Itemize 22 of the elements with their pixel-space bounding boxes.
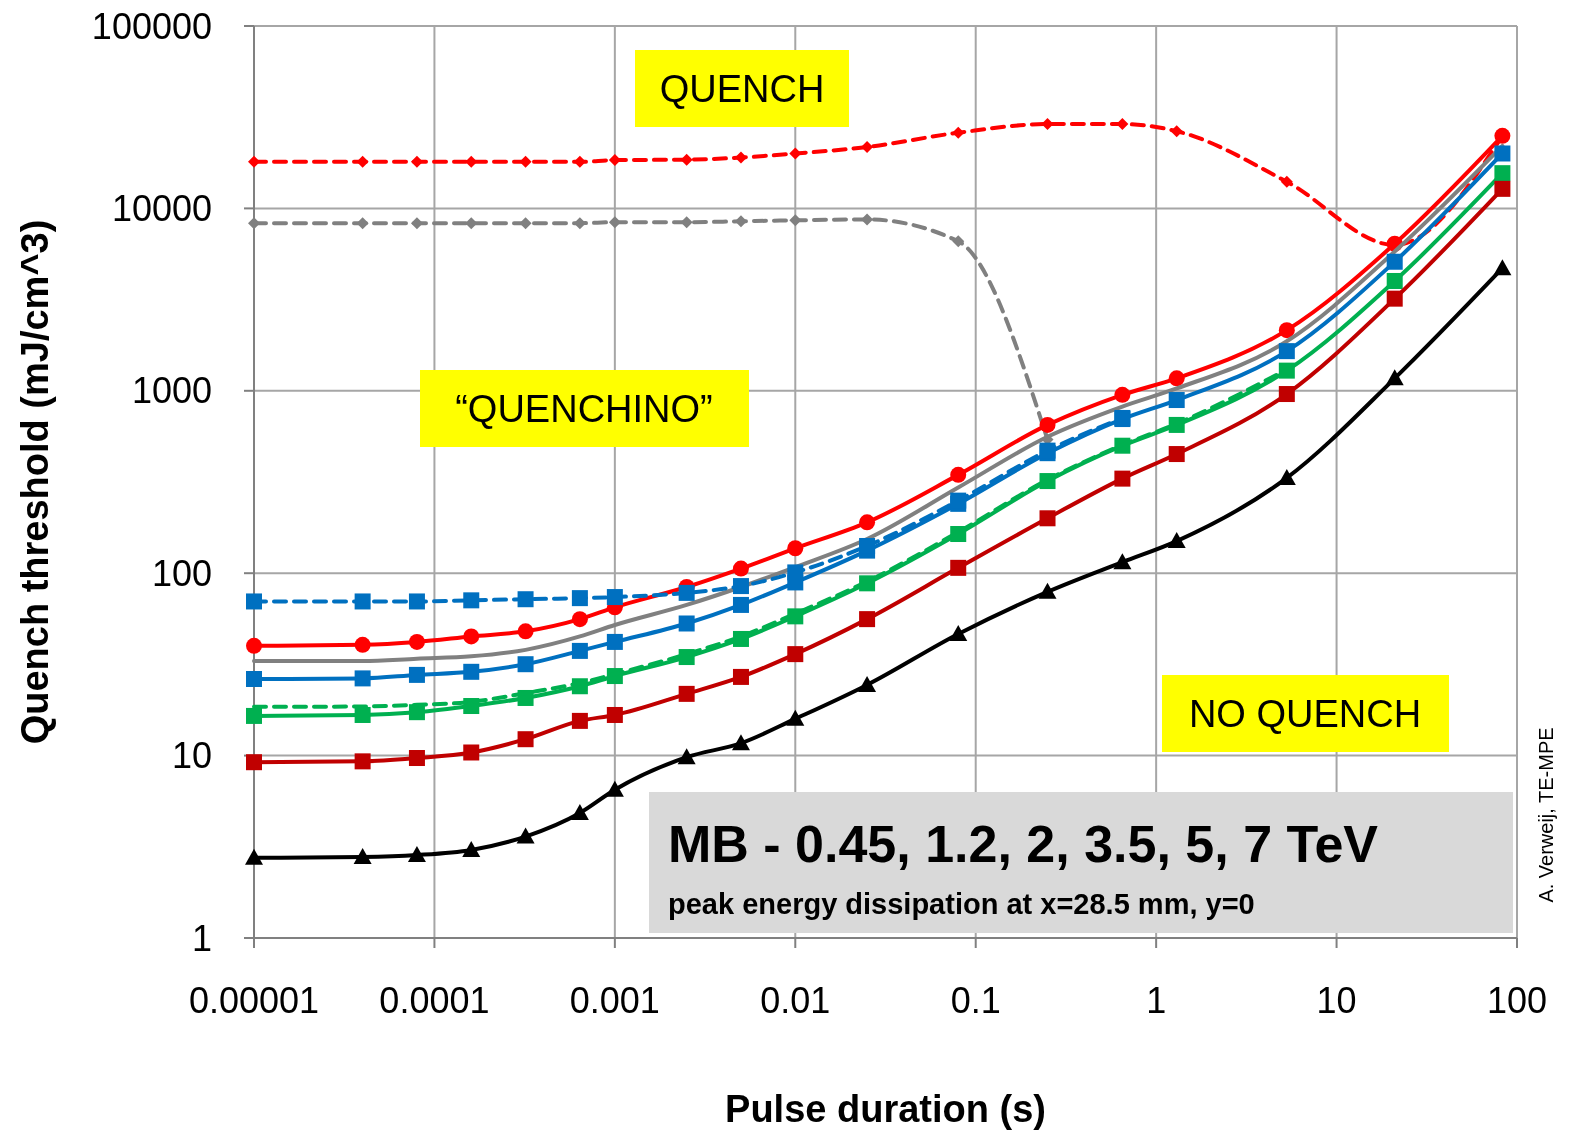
annotation: QUENCH: [659, 68, 825, 110]
x-axis-title: Pulse duration (s): [725, 1088, 1046, 1130]
x-tick-label: 0.00001: [188, 980, 320, 1021]
annotation: MB - 0.45, 1.2, 2, 3.5, 5, 7 TeV: [668, 815, 1379, 873]
text: A. Verweij, TE-MPE: [1535, 727, 1557, 903]
y-tick-label: 100000: [91, 5, 212, 47]
x-tick-label: 1: [1146, 980, 1167, 1021]
y-tick-label: 1: [191, 917, 212, 959]
x-tick-label: 0.01: [760, 980, 831, 1021]
y-tick-label: 1000: [131, 370, 212, 412]
x-tick-label: 0.0001: [379, 980, 490, 1021]
y-axis-title: Quench threshold (mJ/cm^3): [14, 219, 56, 745]
annotation: peak energy dissipation at x=28.5 mm, y=0: [668, 888, 1255, 920]
x-tick-label: 10: [1316, 980, 1357, 1021]
x-tick-label: 0.1: [950, 980, 1001, 1021]
x-tick-label: 100: [1486, 980, 1548, 1021]
y-tick-label: 10: [171, 735, 212, 777]
y-tick-label: 100: [151, 552, 212, 594]
annotation: NO QUENCH: [1188, 693, 1422, 735]
annotation: “QUENCHINO”: [455, 388, 713, 430]
x-tick-label: 0.001: [569, 980, 660, 1021]
y-tick-label: 10000: [111, 188, 212, 229]
